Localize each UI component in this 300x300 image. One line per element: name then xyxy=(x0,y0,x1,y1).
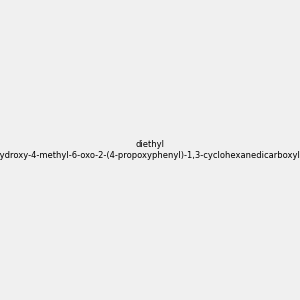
Text: diethyl 4-hydroxy-4-methyl-6-oxo-2-(4-propoxyphenyl)-1,3-cyclohexanedicarboxylat: diethyl 4-hydroxy-4-methyl-6-oxo-2-(4-pr… xyxy=(0,140,300,160)
